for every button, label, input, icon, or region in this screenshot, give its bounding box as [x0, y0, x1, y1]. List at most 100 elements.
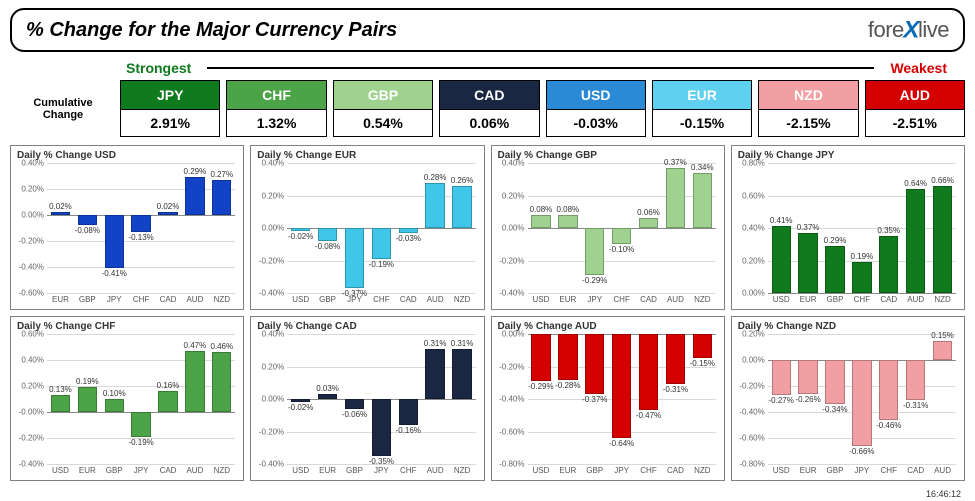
bar: [78, 387, 97, 412]
bar: [825, 246, 844, 293]
bar: [531, 334, 550, 381]
bar-value-label: 0.64%: [904, 179, 927, 188]
bar-slot: -0.06%: [341, 334, 368, 464]
xtick-label: GBP: [341, 464, 368, 475]
bar-slot: -0.64%: [608, 334, 635, 464]
bar: [558, 334, 577, 380]
bar-slot: 0.02%: [155, 163, 182, 293]
bar: [585, 228, 604, 275]
xtick-label: CAD: [155, 293, 182, 304]
bar: [798, 360, 817, 394]
xtick-label: USD: [287, 464, 314, 475]
bar-value-label: 0.19%: [76, 377, 99, 386]
bar-value-label: 0.31%: [451, 339, 474, 348]
bar: [372, 399, 391, 456]
ytick-label: -0.60%: [19, 289, 47, 298]
bar-slot: -0.16%: [395, 334, 422, 464]
xtick-label: CAD: [635, 293, 662, 304]
xtick-label: CAD: [662, 464, 689, 475]
bar-slot: -0.28%: [554, 334, 581, 464]
bar-slot: -0.41%: [101, 163, 128, 293]
logo-suffix: live: [918, 17, 949, 42]
bar: [131, 215, 150, 232]
xtick-label: USD: [768, 293, 795, 304]
header-value: 1.32%: [227, 109, 325, 136]
ytick-label: -0.60%: [739, 434, 767, 443]
ytick-label: -0.40%: [19, 263, 47, 272]
bar: [425, 349, 444, 399]
chart-panel: Daily % Change JPY0.80%0.60%0.40%0.20%0.…: [731, 145, 965, 310]
ytick-label: 0.40%: [262, 159, 288, 168]
header-code: GBP: [334, 81, 432, 109]
bar: [158, 212, 177, 215]
chart-panel: Daily % Change CAD0.40%0.20%0.00%-0.20%-…: [250, 316, 484, 481]
bar: [612, 228, 631, 244]
bar-value-label: -0.26%: [795, 395, 820, 404]
bar: [585, 334, 604, 394]
main-title: % Change for the Major Currency Pairs: [26, 19, 397, 42]
bar: [51, 212, 70, 215]
ytick-label: -0.80%: [739, 460, 767, 469]
xtick-label: CHF: [395, 464, 422, 475]
header-value: 2.91%: [121, 109, 219, 136]
bar-value-label: -0.02%: [288, 403, 313, 412]
ytick-label: 0.20%: [21, 185, 47, 194]
bar: [105, 215, 124, 268]
bar-value-label: 0.26%: [451, 176, 474, 185]
ytick-label: 0.00%: [742, 356, 768, 365]
chart-panel: Daily % Change USD0.40%0.20%0.00%-0.20%-…: [10, 145, 244, 310]
bar: [212, 352, 231, 412]
plot-area: 0.40%0.20%0.00%-0.20%-0.40%-0.60%0.02%-0…: [47, 163, 235, 293]
bar-value-label: 0.46%: [210, 342, 233, 351]
bar-value-label: -0.19%: [369, 260, 394, 269]
bar-value-label: 0.29%: [824, 236, 847, 245]
xtick-label: EUR: [554, 464, 581, 475]
bar-slot: -0.13%: [128, 163, 155, 293]
xtick-label: GBP: [314, 293, 341, 304]
chart-panel: Daily % Change GBP0.40%0.20%0.00%-0.20%-…: [491, 145, 725, 310]
bar-value-label: -0.31%: [663, 385, 688, 394]
cum-label-line2: Change: [10, 109, 116, 121]
ytick-label: -0.20%: [739, 382, 767, 391]
bar: [612, 334, 631, 438]
bar: [158, 391, 177, 412]
ytick-label: 0.20%: [502, 191, 528, 200]
bar-slot: -0.66%: [848, 334, 875, 464]
ytick-label: 0.20%: [21, 382, 47, 391]
bar: [291, 228, 310, 231]
bar: [666, 334, 685, 384]
bar-slot: 0.31%: [422, 334, 449, 464]
bar-slot: 0.16%: [155, 334, 182, 464]
plot-area: 0.40%0.20%0.00%-0.20%-0.40%-0.02%-0.08%-…: [287, 163, 475, 293]
chart-panel: Daily % Change AUD0.00%-0.20%-0.40%-0.60…: [491, 316, 725, 481]
bar-value-label: 0.29%: [184, 167, 207, 176]
bar-value-label: -0.37%: [582, 395, 607, 404]
bar-slot: -0.46%: [875, 334, 902, 464]
bar-slot: 0.66%: [929, 163, 956, 293]
bar: [852, 360, 871, 446]
xtick-label: USD: [528, 464, 555, 475]
bar-slot: 0.27%: [208, 163, 235, 293]
xtick-label: NZD: [689, 293, 716, 304]
header-value: -0.03%: [547, 109, 645, 136]
bar: [639, 334, 658, 410]
xtick-label: AUD: [902, 293, 929, 304]
logo-prefix: fore: [868, 17, 904, 42]
xtick-label: CHF: [848, 293, 875, 304]
bar-value-label: -0.29%: [582, 276, 607, 285]
panel-title: Daily % Change NZD: [738, 321, 958, 332]
plot-area: 0.40%0.20%0.00%-0.20%-0.40%0.08%0.08%-0.…: [528, 163, 716, 293]
bar-slot: -0.47%: [635, 334, 662, 464]
header-cell-chf: CHF1.32%: [226, 80, 326, 137]
bar-value-label: 0.19%: [851, 252, 874, 261]
bar-value-label: 0.02%: [157, 202, 180, 211]
bar-value-label: -0.28%: [555, 381, 580, 390]
header-cell-cad: CAD0.06%: [439, 80, 539, 137]
bar: [105, 399, 124, 412]
xtick-label: USD: [768, 464, 795, 475]
plot-area: 0.60%0.40%0.20%-0.00%-0.20%-0.40%0.13%0.…: [47, 334, 235, 464]
xtick-label: CAD: [395, 293, 422, 304]
bar: [399, 228, 418, 233]
bar-slot: 0.10%: [101, 334, 128, 464]
xtick-label: NZD: [929, 293, 956, 304]
